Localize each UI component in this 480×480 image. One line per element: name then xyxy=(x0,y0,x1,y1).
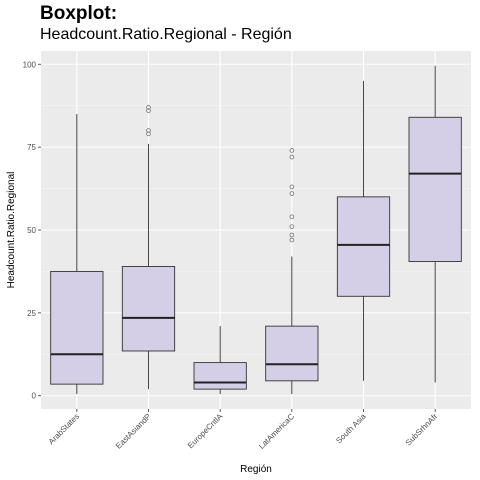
box-latamericac xyxy=(265,148,319,395)
chart-title: Boxplot: xyxy=(40,3,118,24)
outlier-point xyxy=(146,108,151,113)
box-iqr xyxy=(265,325,319,382)
minor-gridlines xyxy=(41,105,471,355)
x-tick-label: South Asia xyxy=(334,411,368,445)
x-tick-label: ArabStates xyxy=(47,412,81,446)
x-tick-label: EuropeCntlA xyxy=(186,411,225,450)
box-south-asia xyxy=(336,80,391,381)
outlier-point xyxy=(289,154,295,160)
boxes-layer xyxy=(50,65,462,395)
y-tick-label: 75 xyxy=(27,143,36,152)
x-tick-label: LatAmericaC xyxy=(257,412,296,451)
outlier-point xyxy=(146,131,151,137)
box-europecntla xyxy=(193,326,247,395)
box-iqr xyxy=(50,270,104,385)
box-iqr xyxy=(408,116,462,262)
y-tick-label: 50 xyxy=(27,226,36,235)
box-iqr xyxy=(121,266,176,352)
x-axis-label: Región xyxy=(240,464,272,475)
outlier-point xyxy=(146,105,151,110)
x-tick-label: SubSrhnAfr xyxy=(404,412,440,448)
y-tick-label: 0 xyxy=(32,392,37,401)
chart-subtitle: Headcount.Ratio.Regional - Región xyxy=(40,26,292,43)
box-iqr xyxy=(193,362,247,390)
box-subsrhnafr xyxy=(408,65,462,383)
outlier-point xyxy=(289,224,295,229)
y-tick-label: 25 xyxy=(27,309,36,318)
outlier-point xyxy=(289,184,295,190)
outlier-point xyxy=(289,237,295,243)
y-axis-ticks: 0 25 50 75 100 xyxy=(23,60,41,401)
box-arabstates xyxy=(50,113,104,395)
outlier-point xyxy=(289,232,295,238)
x-axis-ticks: ArabStates EastAsiandP EuropeCntlA LatAmeri… xyxy=(47,409,440,451)
outlier-point xyxy=(289,214,295,220)
outlier-point xyxy=(146,128,151,133)
outlier-point xyxy=(289,148,295,153)
outlier-point xyxy=(289,191,295,196)
box-iqr xyxy=(336,196,391,297)
y-tick-label: 100 xyxy=(23,60,37,69)
x-tick-label: EastAsiandP xyxy=(114,412,153,451)
box-eastasiandp xyxy=(121,105,176,390)
y-axis-label: Headcount.Ratio.Regional xyxy=(6,172,17,289)
